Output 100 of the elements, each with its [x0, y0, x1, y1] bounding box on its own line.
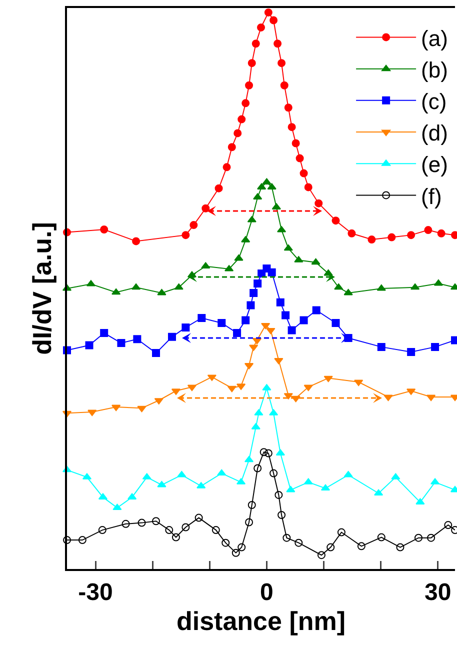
point [165, 526, 174, 534]
legend-label: (a) [421, 26, 448, 51]
point [274, 40, 282, 48]
point [234, 254, 244, 261]
point [157, 480, 166, 488]
point [228, 143, 236, 152]
legend-label: (f) [421, 184, 442, 209]
point [232, 548, 240, 557]
point [276, 298, 284, 306]
y-axis-title: dI/dV [a.u.] [26, 222, 57, 355]
point [214, 184, 223, 192]
point [332, 216, 340, 225]
point [152, 349, 160, 358]
point [234, 129, 242, 138]
point [254, 464, 262, 472]
point [278, 59, 286, 68]
point [311, 258, 320, 265]
point [427, 534, 436, 542]
point [261, 322, 270, 330]
point [233, 329, 242, 338]
point [133, 335, 142, 344]
point [278, 511, 286, 520]
x-axis-title: distance [nm] [176, 606, 346, 636]
point [238, 543, 246, 552]
point [292, 139, 300, 148]
point [112, 504, 122, 510]
point [217, 469, 226, 476]
point [332, 319, 340, 328]
x-tick-label: 30 [424, 578, 452, 606]
point [294, 538, 303, 547]
point [152, 517, 160, 526]
point [218, 319, 226, 328]
point [85, 341, 94, 350]
point [88, 410, 97, 416]
point [280, 81, 288, 90]
point [264, 8, 272, 16]
point [174, 283, 184, 290]
point [194, 514, 203, 522]
point [112, 288, 121, 295]
point [437, 229, 446, 238]
point [264, 449, 272, 458]
point [288, 123, 296, 132]
point [377, 342, 386, 351]
point [63, 536, 71, 544]
point [410, 283, 420, 290]
legend-label: (b) [421, 57, 448, 82]
point [238, 115, 246, 124]
point [254, 279, 262, 288]
point [288, 326, 296, 334]
point [300, 169, 308, 178]
point [227, 386, 236, 392]
point [132, 283, 141, 290]
point [304, 384, 313, 392]
point [274, 490, 283, 499]
point [168, 332, 176, 341]
point [190, 221, 198, 230]
x-tick-label: -30 [78, 578, 113, 606]
point [296, 154, 304, 162]
point [100, 226, 108, 234]
point [137, 406, 146, 412]
point [242, 316, 250, 324]
point [348, 229, 356, 238]
point [414, 534, 422, 542]
point [300, 316, 308, 324]
point [284, 104, 292, 112]
point [377, 533, 386, 542]
point [304, 183, 312, 192]
point [172, 533, 180, 542]
point [344, 288, 353, 296]
point [368, 236, 376, 244]
point [242, 99, 250, 108]
point [424, 226, 432, 234]
point [326, 543, 335, 552]
point [324, 376, 333, 382]
point [357, 542, 366, 550]
point [260, 448, 268, 456]
point [407, 348, 416, 356]
point [270, 469, 278, 478]
point [431, 342, 440, 351]
x-tick-label: 0 [260, 578, 274, 606]
legend-label: (e) [421, 152, 448, 178]
point [122, 520, 130, 528]
point [157, 288, 166, 296]
point [396, 543, 404, 552]
point [98, 526, 106, 534]
point [244, 456, 254, 462]
point [434, 279, 443, 286]
point [252, 40, 260, 48]
point [245, 81, 254, 90]
point [100, 329, 108, 338]
point [320, 484, 330, 491]
point [266, 328, 276, 334]
point [334, 283, 344, 290]
point [268, 268, 276, 276]
point [286, 486, 296, 492]
point [314, 199, 323, 208]
point [112, 404, 121, 412]
point [250, 288, 258, 297]
point [202, 204, 210, 212]
point [317, 551, 326, 560]
